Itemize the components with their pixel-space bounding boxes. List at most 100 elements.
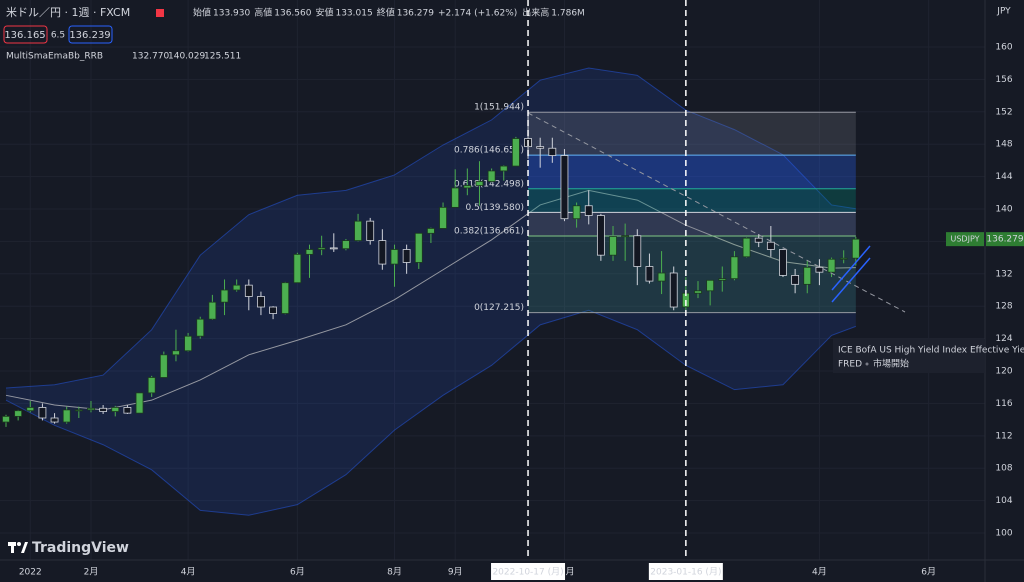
price-label-bg	[986, 232, 1024, 247]
fib-band	[528, 112, 856, 156]
candle-body	[354, 220, 362, 241]
y-tick-label: 160	[995, 42, 1012, 52]
candle-body	[366, 220, 375, 241]
y-tick-label: 112	[995, 431, 1012, 441]
indicator-name: MultiSmaEmaBb_RRB	[6, 52, 103, 62]
fib-label: 1(151.944)	[474, 103, 524, 113]
candle-body	[633, 235, 642, 267]
candle-body	[87, 407, 95, 411]
indicator-value: 140.029	[168, 52, 205, 62]
marker-label: 2022-10-17 (月)	[492, 567, 563, 578]
y-tick-label: 124	[995, 334, 1012, 344]
fib-band	[528, 212, 856, 237]
marker-label-bg	[491, 563, 566, 580]
header-text: 133.015	[335, 9, 372, 19]
y-tick-label: 152	[995, 107, 1012, 117]
marker-label: 2023-01-16 (月)	[650, 567, 721, 578]
candle-body	[609, 236, 617, 256]
candle-body	[730, 256, 739, 280]
candle-body	[645, 266, 654, 282]
candle-body	[208, 301, 217, 320]
fib-label: 0.382(136.661)	[454, 227, 524, 237]
y-tick-label: 116	[995, 399, 1012, 409]
candle-body	[414, 232, 423, 263]
candle-body	[62, 409, 71, 423]
candle-body	[427, 228, 435, 234]
band-line	[5, 67, 856, 389]
y-tick-label: 140	[995, 204, 1012, 214]
candle-body	[293, 253, 302, 284]
x-tick-label: 6月	[290, 567, 305, 578]
candle-body	[26, 407, 35, 412]
symbol: 米ドル／円 · 1週 · FXCM	[6, 6, 130, 19]
y-tick-label: 108	[995, 464, 1012, 474]
fib-label: 0.5(139.580)	[465, 203, 524, 213]
candle-body	[694, 290, 702, 294]
candle-body	[123, 407, 132, 414]
indicator-value: 125.511	[204, 52, 241, 62]
band-fill	[5, 68, 856, 516]
x-tick-label: 6月	[921, 567, 936, 578]
sell-price: 136.165	[4, 30, 45, 41]
fib-label: 0(127.215)	[474, 303, 524, 313]
candle-body	[499, 165, 508, 172]
x-tick-label: 2月	[84, 567, 99, 578]
candle-body	[827, 258, 836, 273]
band-line	[5, 309, 856, 516]
band-middle	[5, 189, 856, 411]
candle-body	[815, 266, 824, 273]
candle-body	[475, 181, 484, 186]
candle-body	[584, 205, 593, 216]
candle-body	[269, 306, 277, 314]
y-tick-label: 144	[995, 172, 1012, 182]
candle-body	[147, 377, 156, 394]
header-text: 出来高	[522, 7, 549, 19]
candle-body	[317, 247, 326, 250]
y-tick-label: 104	[995, 496, 1012, 506]
symbol-label: USDJPY	[951, 235, 980, 244]
fib-label: 0.618(142.498)	[454, 179, 524, 189]
candle-body	[50, 417, 59, 423]
x-tick-label: 4月	[181, 567, 196, 578]
candle-body	[511, 138, 520, 167]
candle-body	[536, 146, 545, 149]
logo-text: TradingView	[32, 540, 129, 556]
candle-body	[548, 147, 557, 156]
ohlc: 始値 133.930 高値 136.560 安値 133.015 終値 136.279 +2.1…	[193, 7, 585, 19]
header-text: 高値	[254, 7, 272, 19]
sell-box[interactable]	[3, 25, 48, 44]
price-label: 136.279	[986, 235, 1023, 245]
x-tick-label: 4月	[812, 567, 827, 578]
candle-body	[172, 350, 180, 356]
candle-body	[99, 407, 108, 412]
candle-body	[329, 247, 338, 250]
tooltip-title: ICE BofA US High Yield Index Effective Y…	[838, 346, 1024, 356]
header-text: 136.560	[274, 9, 311, 19]
x-tick-label: 2022	[19, 568, 42, 578]
candle-body	[439, 206, 447, 229]
currency: JPY	[996, 7, 1011, 17]
spread: 6.5	[51, 31, 65, 41]
fib-band	[528, 155, 856, 189]
candle-body	[2, 415, 10, 423]
candle-body	[779, 249, 787, 276]
candle-body	[342, 240, 350, 250]
candle-body	[596, 215, 605, 256]
header-text: 安値	[315, 7, 333, 19]
indicator-value: 132.770	[132, 52, 169, 62]
buy-price: 136.239	[69, 30, 110, 41]
candle-body	[232, 284, 241, 291]
candle-body	[378, 240, 387, 265]
candle-body	[74, 409, 83, 412]
channel-line	[831, 245, 871, 291]
candle-body	[159, 354, 168, 378]
candle-body	[463, 185, 472, 189]
channel-line	[831, 257, 871, 303]
y-tick-label: 132	[995, 269, 1012, 279]
symbol-label-bg	[946, 232, 984, 247]
buy-box[interactable]	[68, 25, 113, 44]
icon	[156, 9, 164, 17]
candle-body	[220, 289, 229, 303]
